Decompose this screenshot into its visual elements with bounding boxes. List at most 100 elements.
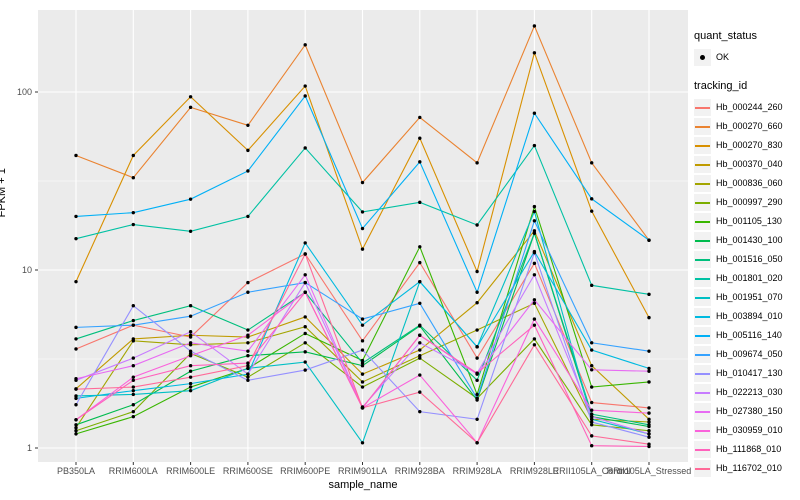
legend-item-Hb_000244_260[interactable]: Hb_000244_260 (694, 98, 800, 116)
data-point (131, 222, 135, 227)
data-point (303, 350, 307, 354)
legend-key-swatch (694, 250, 711, 268)
legend-item-label: Hb_003894_010 (716, 311, 783, 321)
data-point (647, 380, 651, 384)
data-point (418, 200, 422, 205)
data-point (590, 161, 594, 165)
legend-item-label: Hb_000836_060 (716, 178, 783, 188)
data-point (647, 432, 651, 436)
data-point (360, 372, 365, 376)
legend-line-icon (695, 144, 710, 147)
legend-item-Hb_005116_140[interactable]: Hb_005116_140 (694, 326, 800, 344)
x-tick-label-RRII105LA_Stressed: RRII105LA_Stressed (606, 466, 692, 476)
legend-line-icon (695, 258, 710, 261)
data-point (590, 420, 594, 424)
data-point (303, 341, 307, 345)
data-point (360, 226, 365, 231)
legend-line-icon (695, 448, 710, 451)
y-tick-label: 1 (26, 442, 32, 453)
legend-item-Hb_001516_050[interactable]: Hb_001516_050 (694, 250, 800, 268)
legend-key-swatch (694, 231, 711, 249)
data-point (647, 417, 651, 421)
data-point (475, 441, 479, 445)
data-point (131, 378, 135, 383)
legend-item-label: Hb_000270_830 (716, 140, 783, 150)
legend-item-Hb_001105_130[interactable]: Hb_001105_130 (694, 212, 800, 230)
legend-item-Hb_001430_100[interactable]: Hb_001430_100 (694, 231, 800, 249)
data-point (303, 252, 307, 256)
x-tick-label-RRIM600PE: RRIM600PE (280, 466, 331, 476)
data-point (188, 197, 193, 201)
legend-item-Hb_022213_030[interactable]: Hb_022213_030 (694, 383, 800, 401)
data-point (647, 435, 651, 439)
legend-item-Hb_111868_010[interactable]: Hb_111868_010 (694, 440, 800, 458)
data-point (532, 229, 537, 233)
data-point (590, 414, 594, 419)
data-point (360, 441, 365, 445)
data-point (131, 304, 135, 308)
data-point (360, 323, 365, 327)
legend-item-label: Hb_111868_010 (716, 444, 782, 454)
data-point (647, 238, 651, 242)
legend-item-Hb_003894_010[interactable]: Hb_003894_010 (694, 307, 800, 325)
data-point (532, 298, 537, 302)
data-point (590, 385, 594, 389)
data-point (475, 392, 479, 397)
legend-item-Hb_000270_660[interactable]: Hb_000270_660 (694, 117, 800, 135)
legend-line-icon (695, 239, 710, 242)
data-point (418, 354, 422, 358)
data-point (246, 290, 250, 294)
legend-item-Hb_027380_150[interactable]: Hb_027380_150 (694, 402, 800, 420)
data-point (647, 366, 651, 371)
data-point (131, 392, 135, 397)
data-point (360, 339, 365, 343)
legend-item-Hb_000997_290[interactable]: Hb_000997_290 (694, 193, 800, 211)
data-point (532, 337, 537, 341)
data-point (532, 143, 537, 148)
data-point (246, 354, 250, 358)
data-point (188, 375, 193, 379)
data-point (418, 348, 422, 352)
x-tick-label-PB350LA: PB350LA (56, 466, 96, 476)
legend-item-Hb_009674_050[interactable]: Hb_009674_050 (694, 345, 800, 363)
legend-item-Hb_030959_010[interactable]: Hb_030959_010 (694, 421, 800, 439)
data-point (532, 301, 537, 306)
data-point (360, 247, 365, 251)
legend-item-ok[interactable]: OK (694, 48, 800, 66)
data-point (131, 153, 135, 158)
data-point (418, 409, 422, 414)
legend-item-label: Hb_030959_010 (716, 425, 783, 435)
legend-item-Hb_000836_060[interactable]: Hb_000836_060 (694, 174, 800, 192)
legend-item-label: Hb_116702_010 (716, 463, 782, 473)
legend-key-swatch (694, 364, 711, 382)
data-point (131, 363, 135, 368)
legend-line-icon (695, 334, 710, 337)
legend-key-swatch (694, 345, 711, 363)
data-point (188, 330, 193, 334)
legend-item-Hb_000370_040[interactable]: Hb_000370_040 (694, 155, 800, 173)
x-tick-label-RRIM928BA: RRIM928BA (394, 466, 445, 476)
data-point (532, 231, 537, 235)
data-point (74, 394, 78, 398)
data-point (360, 385, 365, 389)
data-point (590, 363, 594, 368)
data-point (131, 210, 135, 215)
legend-item-Hb_001951_070[interactable]: Hb_001951_070 (694, 288, 800, 306)
data-point (418, 341, 422, 345)
data-point (532, 111, 537, 115)
data-point (131, 356, 135, 360)
data-point (590, 444, 594, 448)
data-point (131, 388, 135, 393)
legend-item-label: Hb_001801_020 (716, 273, 783, 283)
data-point (475, 290, 479, 294)
legend-item-Hb_010417_130[interactable]: Hb_010417_130 (694, 364, 800, 382)
data-point (475, 345, 479, 349)
legend-item-Hb_001801_020[interactable]: Hb_001801_020 (694, 269, 800, 287)
legend-line-icon (695, 277, 710, 280)
legend-item-Hb_116702_010[interactable]: Hb_116702_010 (694, 459, 800, 477)
data-point (532, 273, 537, 277)
legend-key-swatch (694, 326, 711, 344)
legend-item-Hb_000270_830[interactable]: Hb_000270_830 (694, 136, 800, 154)
data-point (418, 160, 422, 164)
data-point (188, 105, 193, 110)
